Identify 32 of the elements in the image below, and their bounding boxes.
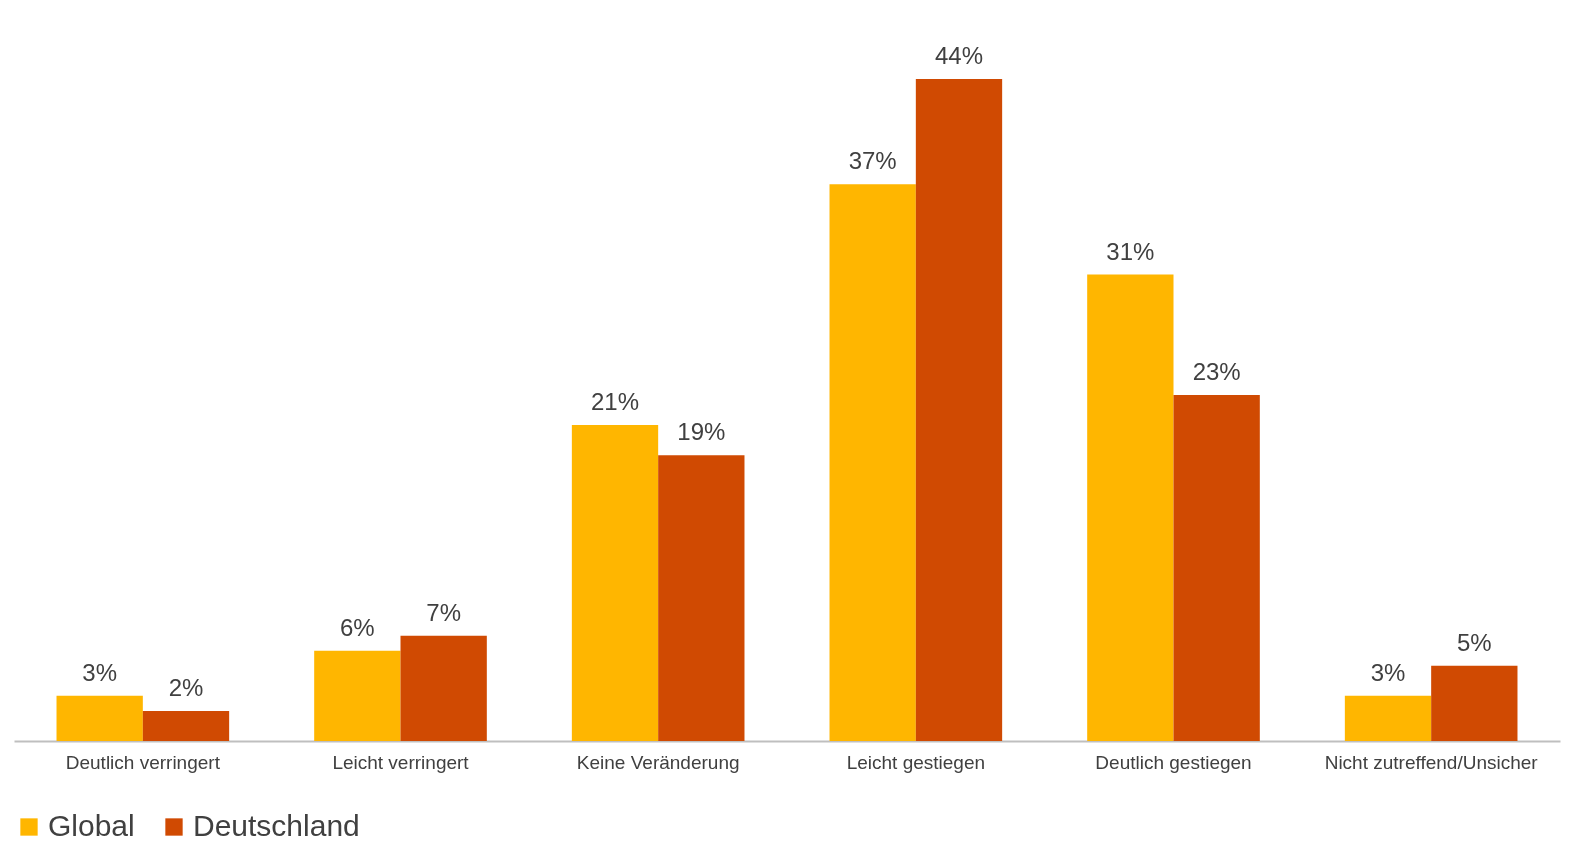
data-label: 21% xyxy=(590,388,640,416)
data-label: 3% xyxy=(1370,658,1406,686)
x-tick-label: Leicht verringert xyxy=(332,751,470,773)
bar xyxy=(142,710,230,741)
bar xyxy=(400,635,487,741)
data-label: 3% xyxy=(82,658,118,686)
x-tick-label: Deutlich verringert xyxy=(65,751,221,773)
bar xyxy=(658,455,745,741)
data-label: 7% xyxy=(426,598,461,626)
data-label: 6% xyxy=(340,613,375,641)
data-label: 23% xyxy=(1192,357,1241,385)
x-tick-label: Deutlich gestiegen xyxy=(1095,751,1252,773)
bar xyxy=(571,425,659,741)
bar xyxy=(314,650,401,741)
bar xyxy=(1431,665,1518,741)
x-tick-label: Nicht zutreffend/Unsicher xyxy=(1324,751,1539,773)
data-label: 37% xyxy=(848,147,897,175)
legend-label: Deutschland xyxy=(193,809,360,842)
x-tick-label: Leicht gestiegen xyxy=(846,751,986,773)
data-label: 31% xyxy=(1106,237,1155,265)
bar xyxy=(1087,274,1174,741)
bar xyxy=(915,79,1003,741)
legend-label: Global xyxy=(48,809,135,842)
data-label: 44% xyxy=(934,42,984,69)
x-tick-label: Keine Veränderung xyxy=(576,751,740,773)
data-label: 2% xyxy=(168,673,204,701)
data-label: 5% xyxy=(1456,628,1492,656)
bar xyxy=(1344,695,1432,741)
bar xyxy=(829,184,916,741)
bar xyxy=(1173,394,1260,741)
bar xyxy=(56,695,143,741)
data-label: 19% xyxy=(677,418,726,446)
